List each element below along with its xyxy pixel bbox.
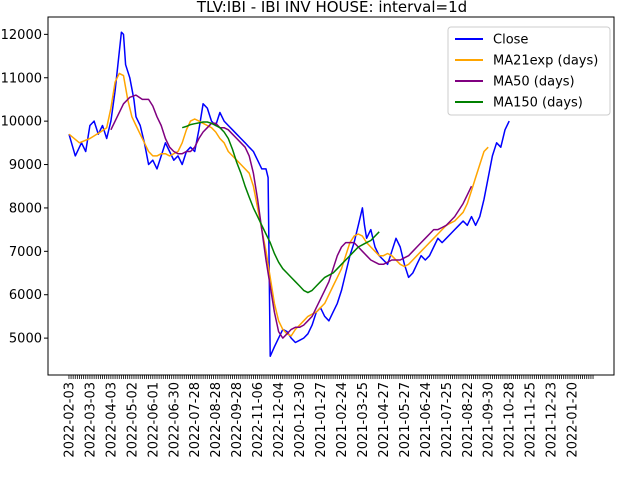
x-tick-label: 2021-08-22 xyxy=(461,382,476,458)
y-tick-label: 5000 xyxy=(9,332,42,347)
x-tick-label: 2020-12-30 xyxy=(293,382,308,458)
x-tick-label: 2021-12-23 xyxy=(545,382,560,458)
legend-box xyxy=(447,26,611,116)
x-tick-label: 2021-06-24 xyxy=(419,382,434,458)
x-tick-label: 2022-12-04 xyxy=(272,382,287,458)
x-tick-label: 2022-08-28 xyxy=(209,382,224,458)
x-tick-label: 2021-11-25 xyxy=(524,382,539,458)
x-tick-label: 2021-01-27 xyxy=(314,382,329,458)
y-axis: 5000 6000 7000 8000 9000 10000 11000 12000 xyxy=(1,28,48,347)
x-tick-label: 2022-06-30 xyxy=(167,382,182,458)
x-tick-label: 2022-04-03 xyxy=(104,382,119,458)
legend-label: MA21exp (days) xyxy=(493,54,598,69)
series-line-1 xyxy=(68,72,489,337)
y-tick-label: 12000 xyxy=(1,28,42,43)
x-tick-label: 2021-09-30 xyxy=(482,382,497,458)
legend: Close MA21exp (days) MA50 (days) MA150 (day… xyxy=(447,26,611,116)
x-tick-label: 2022-09-28 xyxy=(230,382,245,458)
legend-label: MA50 (days) xyxy=(493,75,575,90)
series-line-3 xyxy=(181,121,380,294)
x-tick-label: 2022-02-03 xyxy=(63,382,78,458)
y-tick-label: 7000 xyxy=(9,245,42,260)
x-tick-label: 2021-04-27 xyxy=(377,382,392,458)
series-line-0 xyxy=(68,31,510,358)
legend-label: Close xyxy=(493,33,528,48)
x-tick-label: 2021-03-25 xyxy=(356,382,371,458)
y-tick-label: 10000 xyxy=(1,115,42,130)
x-tick-label: 2022-06-01 xyxy=(146,382,161,458)
y-tick-label: 11000 xyxy=(1,71,42,86)
series-layer xyxy=(68,31,510,358)
x-tick-label: 2021-10-28 xyxy=(503,382,518,458)
legend-label: MA150 (days) xyxy=(493,96,583,111)
x-tick-label: 2021-05-27 xyxy=(398,382,413,458)
series-line-2 xyxy=(110,94,473,339)
x-tick-label: 2021-02-24 xyxy=(335,382,350,458)
x-tick-label: 2022-03-03 xyxy=(83,382,98,458)
x-tick-label: 2021-07-25 xyxy=(440,382,455,458)
x-tick-label: 2022-05-02 xyxy=(125,382,140,458)
x-axis: 2022-02-03 2022-03-03 2022-04-03 2022-05-02… xyxy=(63,375,594,458)
y-tick-label: 8000 xyxy=(9,201,42,216)
chart-title: TLV:IBI - IBI INV HOUSE: interval=1d xyxy=(196,0,467,16)
y-tick-label: 9000 xyxy=(9,158,42,173)
x-tick-label: 2022-07-28 xyxy=(188,382,203,458)
x-tick-label: 2022-11-06 xyxy=(251,382,266,458)
x-tick-label: 2022-01-20 xyxy=(566,382,581,458)
y-tick-label: 6000 xyxy=(9,288,42,303)
